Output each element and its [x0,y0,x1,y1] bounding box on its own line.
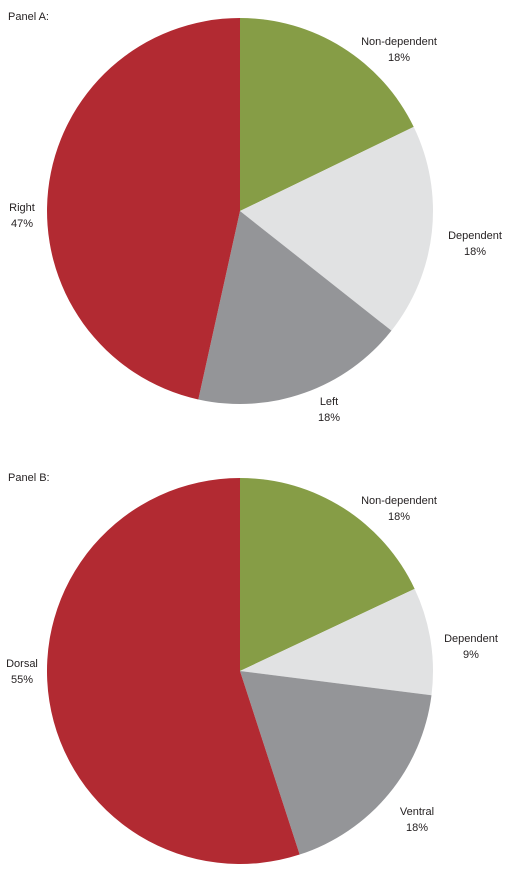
panel-b-slice-value-dorsal: 55% [11,674,33,686]
panel-b-slice-value-dependent: 9% [463,649,479,661]
panel-a-slice-value-non-dependent: 18% [388,52,410,64]
panel-a-slice-left [198,211,392,404]
panel-a-slice-label-dependent: Dependent [448,230,502,242]
panel-a-pie-chart: Panel A: Non-dependent 18% Dependent 18% Lef… [8,11,502,424]
panel-a-slice-value-right: 47% [11,218,33,230]
panel-b-slice-label-ventral: Ventral [400,806,434,818]
panel-b-slice-ventral [240,671,432,855]
panel-b-slice-dorsal [46,478,300,864]
panel-b-slice-label-dorsal: Dorsal [6,658,38,670]
panel-a-slice-label-right: Right [9,202,35,214]
panel-b-slice-label-dependent: Dependent [444,633,498,645]
panel-a-title: Panel A: [8,11,49,23]
panel-a-slice-value-dependent: 18% [464,246,486,258]
panel-a-slice-dependent [240,126,434,331]
panel-b-slice-dependent [240,588,434,696]
panel-b-slice-non-dependent [240,478,415,671]
panel-a-slice-label-non-dependent: Non-dependent [361,36,437,48]
panel-b-pie-chart: Panel B: Non-dependent 18% Dependent 9% Vent… [6,472,498,864]
panel-a-slice-right [47,18,241,400]
panel-a-slice-non-dependent [240,18,414,211]
panel-b-labels: Non-dependent 18% Dependent 9% Ventral 18% Dor… [6,495,498,834]
panel-b-slice-value-ventral: 18% [406,822,428,834]
panel-b-slices [46,478,434,864]
panel-b-slice-value-non-dependent: 18% [388,511,410,523]
panel-a-labels: Non-dependent 18% Dependent 18% Left 18% Right… [9,36,502,424]
panel-a-slice-value-left: 18% [318,412,340,424]
panel-b-title: Panel B: [8,472,50,484]
panel-a-slice-label-left: Left [320,396,338,408]
panel-b-slice-label-non-dependent: Non-dependent [361,495,437,507]
panel-a-slices [47,18,434,404]
